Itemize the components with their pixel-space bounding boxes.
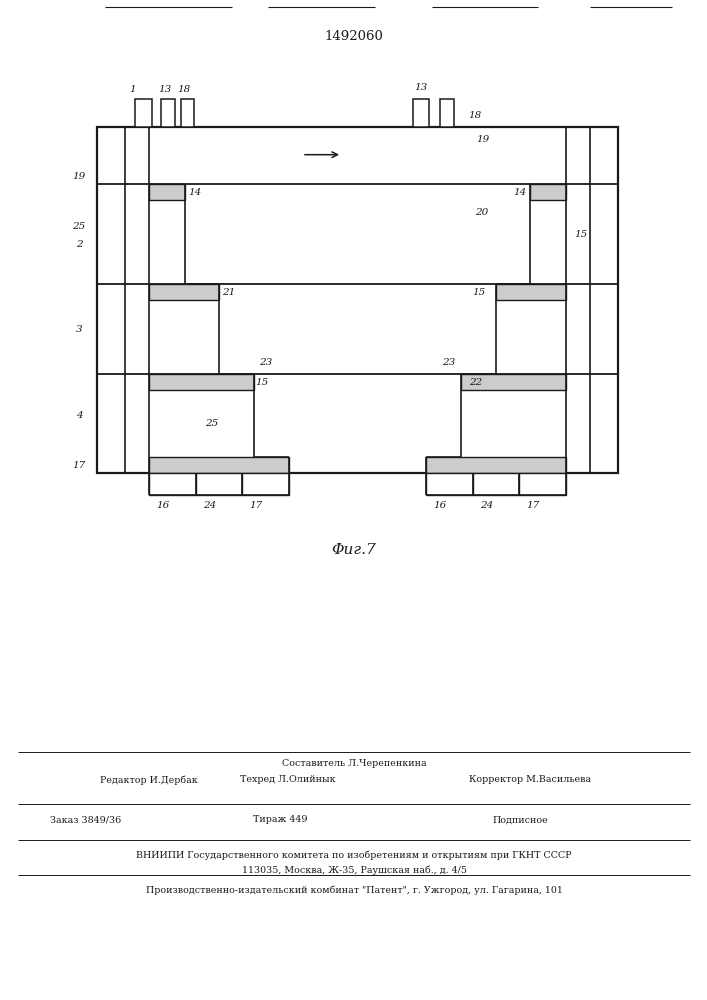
Bar: [426, 457, 566, 473]
Bar: [149, 374, 254, 390]
Text: Корректор М.Васильева: Корректор М.Васильева: [469, 776, 591, 784]
Bar: [149, 284, 219, 300]
Text: Составитель Л.Черепенкина: Составитель Л.Черепенкина: [281, 760, 426, 768]
Text: Подписное: Подписное: [492, 816, 548, 824]
Text: Заказ 3849/36: Заказ 3849/36: [50, 816, 121, 824]
Text: Техред Л.Олийнык: Техред Л.Олийнык: [240, 776, 336, 784]
Bar: [196, 473, 243, 495]
Text: 16: 16: [156, 500, 170, 510]
Text: 24: 24: [480, 500, 493, 510]
Text: 21: 21: [223, 288, 235, 297]
Text: 15: 15: [255, 378, 269, 387]
Text: Производственно-издательский комбинат "Патент", г. Ужгород, ул. Гагарина, 101: Производственно-издательский комбинат "П…: [146, 885, 563, 895]
Bar: [413, 99, 429, 127]
Text: 20: 20: [475, 208, 489, 217]
Text: 25: 25: [205, 419, 218, 428]
Bar: [426, 473, 473, 495]
Bar: [181, 99, 194, 127]
Text: 14: 14: [188, 188, 201, 197]
Text: 23: 23: [259, 358, 273, 367]
Text: 25: 25: [72, 222, 86, 231]
Text: 16: 16: [433, 500, 447, 510]
Text: 23: 23: [443, 358, 455, 367]
Bar: [97, 127, 618, 473]
Text: 15: 15: [574, 230, 588, 239]
Bar: [440, 99, 454, 127]
Text: 1: 1: [129, 85, 136, 94]
Text: 18: 18: [177, 85, 191, 94]
Text: ВНИИПИ Государственного комитета по изобретениям и открытиям при ГКНТ СССР: ВНИИПИ Государственного комитета по изоб…: [136, 850, 572, 860]
Text: 18: 18: [468, 110, 481, 119]
Bar: [161, 99, 175, 127]
Text: 17: 17: [72, 460, 86, 470]
Bar: [243, 473, 289, 495]
Bar: [149, 473, 196, 495]
Text: 14: 14: [513, 188, 527, 197]
Text: 17: 17: [250, 500, 263, 510]
Text: 13: 13: [414, 83, 428, 92]
Text: Φиг.7: Φиг.7: [332, 543, 376, 557]
Text: 1492060: 1492060: [325, 29, 383, 42]
Text: 19: 19: [72, 172, 86, 181]
Text: 24: 24: [203, 500, 216, 510]
Text: 22: 22: [469, 378, 482, 387]
Bar: [135, 99, 152, 127]
Text: 2: 2: [76, 240, 82, 249]
Bar: [461, 374, 566, 390]
Text: Редактор И.Дербак: Редактор И.Дербак: [100, 775, 198, 785]
Text: 3: 3: [76, 325, 82, 334]
Bar: [496, 284, 566, 300]
Text: 4: 4: [76, 411, 82, 420]
Text: 113035, Москва, Ж-35, Раушская наб., д. 4/5: 113035, Москва, Ж-35, Раушская наб., д. …: [242, 865, 467, 875]
Bar: [530, 184, 566, 200]
Text: Тираж 449: Тираж 449: [252, 816, 308, 824]
Text: 17: 17: [527, 500, 540, 510]
Bar: [149, 184, 185, 200]
Bar: [520, 473, 566, 495]
Text: 19: 19: [476, 134, 489, 143]
Text: 13: 13: [158, 85, 172, 94]
Bar: [149, 457, 289, 473]
Text: 15: 15: [473, 288, 486, 297]
Bar: [473, 473, 520, 495]
